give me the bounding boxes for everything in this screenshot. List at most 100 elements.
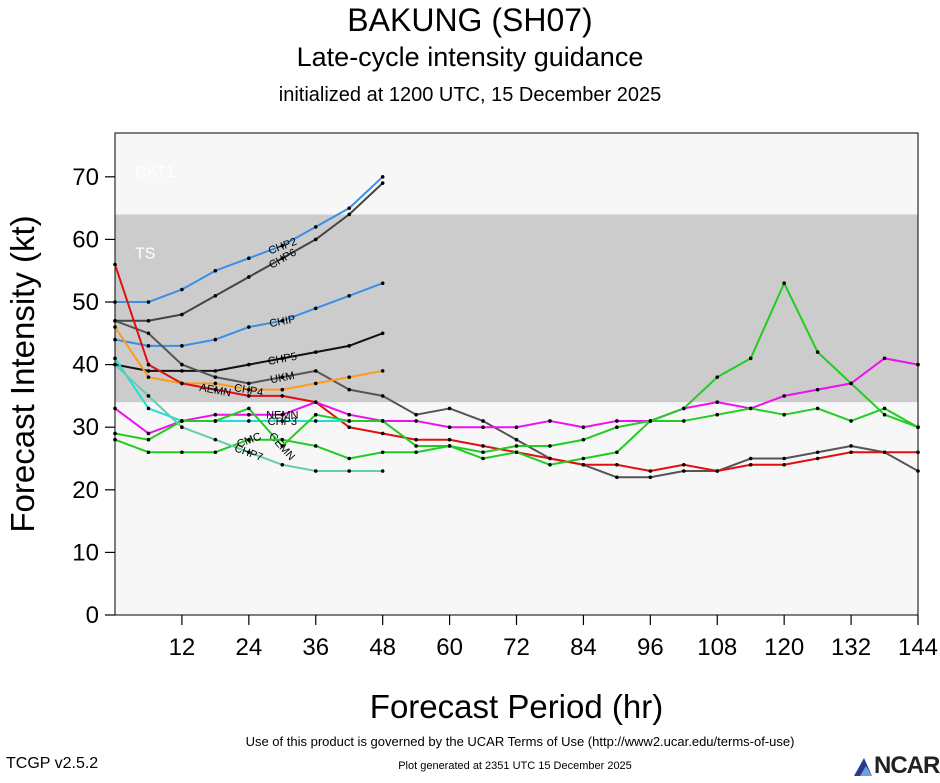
series-label-chp5: CHP5 <box>267 351 298 368</box>
data-point-gemn <box>681 419 686 423</box>
data-point-chp6 <box>213 293 218 298</box>
data-point-cmc <box>213 450 218 455</box>
ncar-logo-text: NCAR <box>874 752 940 779</box>
x-axis-label: Forecast Period (hr) <box>370 688 663 725</box>
data-point-chp6 <box>313 237 318 242</box>
data-point-nemn <box>481 425 485 430</box>
data-point-chp3 <box>247 419 251 423</box>
data-point-ukm <box>916 469 920 473</box>
chart-title: BAKUNG (SH07) <box>347 2 593 38</box>
data-point-aemn <box>815 456 820 461</box>
x-tick-label: 12 <box>169 634 196 661</box>
data-point-cmc <box>648 419 653 423</box>
data-point-chp5 <box>247 362 251 367</box>
data-point-gemn <box>548 462 552 467</box>
data-point-gemn <box>347 419 352 423</box>
data-point-cmc <box>481 450 485 455</box>
data-point-ukm <box>815 450 820 455</box>
data-point-chp2 <box>146 300 151 304</box>
data-point-gemn <box>213 419 218 423</box>
data-point-gemn <box>180 419 184 423</box>
data-point-chp4 <box>146 375 151 379</box>
data-point-aemn <box>447 437 452 442</box>
data-point-ukm <box>113 318 117 323</box>
data-point-aemn <box>648 469 653 473</box>
data-point-chp5 <box>180 369 184 373</box>
x-tick-label: 132 <box>831 634 871 661</box>
x-tick-label: 72 <box>503 634 530 661</box>
intensity-band-1 <box>115 214 918 403</box>
data-point-chp4 <box>280 387 285 392</box>
data-point-nemn <box>615 419 619 423</box>
series-label-chip: CHIP <box>268 313 296 330</box>
data-point-chp7 <box>247 450 251 455</box>
data-point-ukm <box>180 362 184 367</box>
data-point-aemn <box>247 394 251 398</box>
data-point-chp7 <box>113 362 117 367</box>
data-point-gemn <box>782 412 786 417</box>
intensity-band-0 <box>115 402 918 615</box>
series-label-ukm: UKM <box>269 370 295 386</box>
y-tick-label: 30 <box>72 414 99 441</box>
y-tick-label: 0 <box>86 602 99 629</box>
data-point-cmc <box>849 381 853 386</box>
data-point-aemn <box>916 450 920 455</box>
data-point-ukm <box>146 331 151 336</box>
data-point-chp5 <box>146 369 151 373</box>
data-point-chp7 <box>146 394 151 398</box>
data-point-nemn <box>514 425 519 430</box>
y-tick-label: 50 <box>72 289 99 316</box>
data-point-chp4 <box>113 325 117 329</box>
band-label: CAT1 <box>135 164 175 181</box>
data-point-gemn <box>581 456 586 461</box>
data-point-aemn <box>882 450 887 455</box>
data-point-nemn <box>815 387 820 392</box>
data-point-cmc <box>715 375 720 379</box>
data-point-chp2 <box>113 300 117 304</box>
data-point-nemn <box>113 406 117 411</box>
data-point-chp3 <box>280 419 285 423</box>
data-point-aemn <box>581 462 586 467</box>
ncar-logo-icon <box>854 758 872 776</box>
data-point-aemn <box>715 469 720 473</box>
x-tick-label: 24 <box>235 634 262 661</box>
data-point-gemn <box>313 412 318 417</box>
data-point-ukm <box>514 437 519 442</box>
data-point-nemn <box>581 425 586 430</box>
data-point-nemn <box>347 412 352 417</box>
data-point-nemn <box>313 400 318 404</box>
data-point-aemn <box>782 462 786 467</box>
y-tick-label: 60 <box>72 226 99 253</box>
data-point-chp7 <box>313 469 318 473</box>
data-point-gemn <box>882 406 887 411</box>
data-point-gemn <box>481 456 485 461</box>
data-point-gemn <box>849 419 853 423</box>
data-point-gemn <box>247 406 251 411</box>
data-point-chp6 <box>380 181 385 185</box>
data-point-chp7 <box>380 469 385 473</box>
data-point-cmc <box>380 450 385 455</box>
data-point-chp4 <box>213 381 218 386</box>
data-point-ukm <box>380 394 385 398</box>
x-tick-label: 60 <box>436 634 463 661</box>
data-point-chp4 <box>313 381 318 386</box>
intensity-band-2 <box>115 133 918 215</box>
data-point-chip <box>247 325 251 329</box>
data-point-cmc <box>548 444 552 448</box>
data-point-chip <box>113 337 117 342</box>
data-point-chp6 <box>247 275 251 279</box>
x-tick-label: 120 <box>764 634 804 661</box>
data-point-aemn <box>414 437 418 442</box>
y-tick-label: 20 <box>72 477 99 504</box>
data-point-cmc <box>280 437 285 442</box>
data-point-cmc <box>681 406 686 411</box>
data-point-chp6 <box>280 256 285 260</box>
data-point-aemn <box>849 450 853 455</box>
data-point-ukm <box>748 456 753 461</box>
data-point-aemn <box>113 262 117 267</box>
x-tick-label: 96 <box>637 634 664 661</box>
y-tick-label: 40 <box>72 352 99 379</box>
data-point-chp2 <box>280 243 285 248</box>
data-point-chp2 <box>180 287 184 292</box>
series-label-aemn: AEMN <box>198 382 232 400</box>
